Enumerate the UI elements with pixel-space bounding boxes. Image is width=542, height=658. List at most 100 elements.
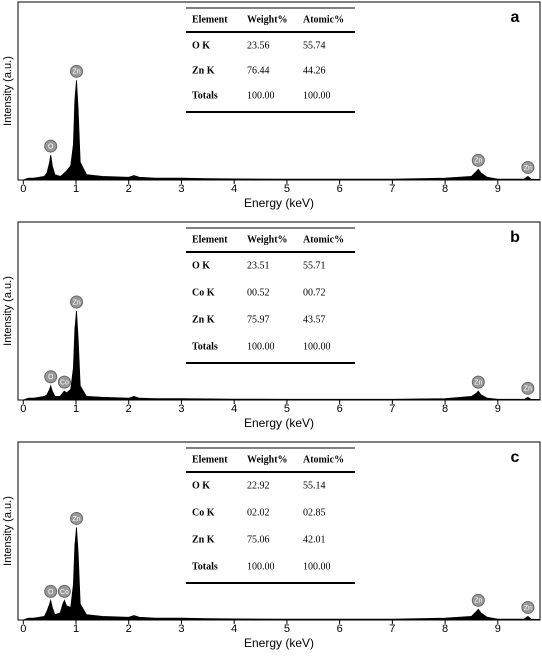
peak-label: Co — [60, 379, 69, 386]
peak-label: Zn — [72, 299, 80, 306]
table-header: Element — [192, 14, 228, 25]
x-tick-label: 3 — [178, 183, 184, 195]
table-cell: Zn K — [192, 534, 215, 545]
table-cell: 100.00 — [247, 341, 275, 352]
table-cell: Co K — [192, 507, 215, 518]
x-tick-label: 2 — [126, 623, 132, 635]
peak-marker — [471, 153, 485, 167]
table-header: Atomic% — [303, 454, 344, 465]
x-tick-label: 3 — [178, 623, 184, 635]
table-cell: 02.02 — [247, 507, 270, 518]
table-header: Weight% — [247, 234, 288, 245]
peak-label: Zn — [524, 386, 532, 393]
x-tick-label: 5 — [284, 623, 290, 635]
table-cell: 76.44 — [247, 65, 270, 76]
panel-label: b — [510, 229, 520, 246]
table-cell: O K — [192, 260, 210, 271]
table-header: Atomic% — [303, 14, 344, 25]
panel-label: c — [511, 449, 520, 466]
table-cell: Co K — [192, 287, 215, 298]
x-tick-label: 4 — [231, 183, 237, 195]
table-cell: 02.85 — [303, 507, 326, 518]
x-tick-label: 8 — [442, 623, 448, 635]
peak-label: Zn — [474, 598, 482, 605]
table-cell: 100.00 — [303, 90, 331, 101]
y-axis-title: Intensity (a.u.) — [2, 56, 14, 126]
peak-marker — [471, 375, 485, 389]
table-cell: 00.52 — [247, 287, 270, 298]
table-header: Atomic% — [303, 234, 344, 245]
peak-label: Zn — [524, 605, 532, 612]
peak-marker — [44, 370, 58, 384]
x-tick-label: 3 — [178, 403, 184, 415]
x-tick-label: 6 — [337, 403, 343, 415]
x-tick-label: 4 — [231, 623, 237, 635]
x-tick-label: 7 — [389, 623, 395, 635]
table-cell: O K — [192, 480, 210, 491]
y-axis-title: Intensity (a.u.) — [2, 496, 14, 566]
table-cell: Zn K — [192, 65, 215, 76]
x-tick-label: 9 — [495, 623, 501, 635]
table-cell: 100.00 — [247, 561, 275, 572]
x-tick-label: 1 — [73, 183, 79, 195]
table-cell: 00.72 — [303, 287, 326, 298]
table-cell: 55.71 — [303, 260, 326, 271]
peak-label: Co — [60, 589, 69, 596]
table-cell: 75.06 — [247, 534, 270, 545]
table-header: Weight% — [247, 454, 288, 465]
peak-marker — [57, 375, 71, 389]
table-cell: Zn K — [192, 314, 215, 325]
x-tick-label: 0 — [20, 403, 26, 415]
table-cell: Totals — [192, 90, 218, 101]
plot-frame — [17, 221, 541, 401]
peak-label: Zn — [524, 165, 532, 172]
table-header: Weight% — [247, 14, 288, 25]
table-cell: 22.92 — [247, 480, 270, 491]
panel-label: a — [511, 9, 520, 26]
plot-frame — [17, 441, 541, 621]
x-tick-label: 0 — [20, 183, 26, 195]
table-cell: 75.97 — [247, 314, 270, 325]
table-cell: 55.14 — [303, 480, 326, 491]
table-cell: 42.01 — [303, 534, 326, 545]
plot-frame — [17, 1, 541, 181]
x-tick-label: 9 — [495, 183, 501, 195]
table-header: Element — [192, 454, 228, 465]
peak-label: O — [48, 589, 54, 596]
peak-label: O — [48, 143, 54, 150]
x-tick-label: 5 — [284, 403, 290, 415]
peak-marker — [44, 139, 58, 153]
x-tick-label: 5 — [284, 183, 290, 195]
peak-label: O — [48, 374, 54, 381]
spectrum — [23, 80, 541, 181]
peak-marker — [521, 160, 535, 174]
peak-marker — [521, 381, 535, 395]
peak-label: Zn — [72, 516, 80, 523]
table-cell: 44.26 — [303, 65, 326, 76]
peak-marker — [57, 584, 71, 598]
peak-label: Zn — [474, 158, 482, 165]
peak-marker — [70, 64, 84, 78]
table-cell: Totals — [192, 341, 218, 352]
table-header: Element — [192, 234, 228, 245]
table-cell: 100.00 — [303, 561, 331, 572]
x-tick-label: 1 — [73, 623, 79, 635]
table-cell: 23.51 — [247, 260, 270, 271]
x-tick-label: 1 — [73, 403, 79, 415]
x-tick-label: 2 — [126, 183, 132, 195]
peak-marker — [70, 511, 84, 525]
x-axis-title: Energy (keV) — [244, 416, 314, 430]
x-tick-label: 7 — [389, 183, 395, 195]
x-tick-label: 7 — [389, 403, 395, 415]
x-tick-label: 2 — [126, 403, 132, 415]
peak-marker — [521, 600, 535, 614]
x-axis-title: Energy (keV) — [244, 196, 314, 210]
peak-marker — [44, 584, 58, 598]
x-tick-label: 0 — [20, 623, 26, 635]
x-tick-label: 8 — [442, 183, 448, 195]
table-cell: O K — [192, 40, 210, 51]
x-tick-label: 9 — [495, 403, 501, 415]
peak-marker — [70, 295, 84, 309]
table-cell: 23.56 — [247, 40, 270, 51]
